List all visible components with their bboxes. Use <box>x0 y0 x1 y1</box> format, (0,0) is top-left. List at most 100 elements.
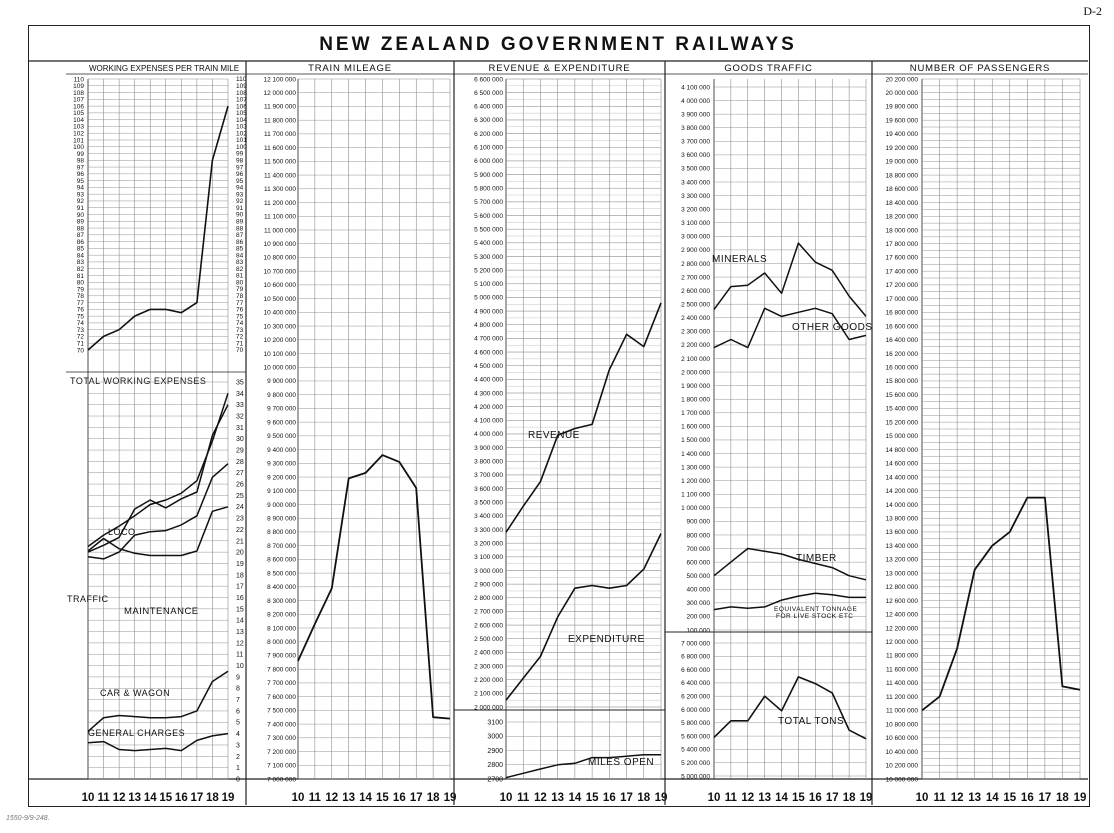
year-label: 16 <box>603 792 616 804</box>
tick-label: 110 <box>74 76 85 83</box>
tick-label: 11 000 000 <box>886 708 918 715</box>
tick-label: 8 000 000 <box>267 639 296 646</box>
tick-label: 2 200 000 <box>681 342 710 349</box>
year-label: 14 <box>144 792 157 804</box>
tick-label: 16 600 000 <box>885 323 918 330</box>
tick-label: 11 <box>236 652 243 659</box>
tick-label: 6 000 000 <box>681 707 710 714</box>
tick-label: 2 200 000 <box>474 677 503 684</box>
tick-label-right: 82 <box>236 266 244 273</box>
year-label: 14 <box>775 792 788 804</box>
label-minerals: MINERALS <box>712 254 767 265</box>
year-label: 12 <box>113 792 126 804</box>
tick-label: 18 000 000 <box>885 227 918 234</box>
tick-label-right: 109 <box>236 83 247 90</box>
tick-label: 17 <box>236 584 244 591</box>
line-other-goods <box>713 307 867 349</box>
tick-label: 105 <box>73 110 84 117</box>
tick-label: 5 400 000 <box>681 747 710 754</box>
tick-label: 7 300 000 <box>267 735 296 742</box>
tick-label: 600 000 <box>687 559 711 566</box>
tick-label: 10 300 000 <box>263 323 296 330</box>
tick-label: 10 600 000 <box>885 735 918 742</box>
tick-label: 15 600 000 <box>885 392 918 399</box>
tick-label: 400 000 <box>687 587 711 594</box>
tick-label: 2 600 000 <box>681 288 710 295</box>
tick-label-right: 92 <box>236 198 244 205</box>
tick-label: 5 400 000 <box>474 240 503 247</box>
tick-label: 4 200 000 <box>474 404 503 411</box>
tick-label: 7 900 000 <box>267 653 296 660</box>
tick-label: 5 200 000 <box>681 760 710 767</box>
tick-label: 32 <box>236 413 244 420</box>
year-label: 13 <box>551 792 564 804</box>
line-car-wagon <box>87 670 229 732</box>
tick-label: 4 900 000 <box>474 308 503 315</box>
label-live-stock-1: EQUIVALENT TONNAGE <box>774 606 857 613</box>
tick-label-right: 90 <box>236 212 244 219</box>
tick-label: 12 100 000 <box>263 76 296 83</box>
tick-label: 10 <box>236 663 244 670</box>
tick-label: 5 100 000 <box>474 281 503 288</box>
tick-label-right: 96 <box>236 171 244 178</box>
tick-label: 10 200 000 <box>263 337 296 344</box>
tick-label: 76 <box>77 307 85 314</box>
tick-label: 27 <box>236 470 244 477</box>
tick-label: 3 800 000 <box>474 459 503 466</box>
tick-label: 5 000 000 <box>681 773 710 780</box>
tick-label: 2 600 000 <box>474 622 503 629</box>
tick-label: 3 400 000 <box>681 179 710 186</box>
tick-label: 10 200 000 <box>885 763 918 770</box>
label-loco: LOCO <box>108 527 136 537</box>
tick-label: 71 <box>77 341 85 348</box>
tick-label: 10 900 000 <box>263 241 296 248</box>
tick-label: 106 <box>73 103 84 110</box>
tick-label-right: 70 <box>236 347 244 354</box>
tick-label: 5 900 000 <box>474 172 503 179</box>
year-label: 15 <box>376 792 389 804</box>
tick-label: 13 000 000 <box>885 570 918 577</box>
tick-label: 16 800 000 <box>885 310 918 317</box>
label-traffic: TRAFFIC <box>67 594 109 604</box>
tick-label-right: 75 <box>236 313 244 320</box>
tick-label: 11 100 000 <box>264 214 296 221</box>
tick-label: 4 100 000 <box>681 84 710 91</box>
year-label: 16 <box>393 792 406 804</box>
tick-label: 11 800 000 <box>264 117 296 124</box>
year-label: 13 <box>128 792 141 804</box>
tick-label: 109 <box>73 83 84 90</box>
year-label: 18 <box>1056 792 1069 804</box>
tick-label-right: 80 <box>236 279 244 286</box>
line-loco <box>87 404 229 553</box>
tick-label: 75 <box>77 313 85 320</box>
tick-label: 4 400 000 <box>474 377 503 384</box>
tick-label: 2 100 000 <box>474 691 503 698</box>
year-label: 13 <box>968 792 981 804</box>
tick-label: 12 200 000 <box>885 625 918 632</box>
tick-label-right: 79 <box>236 286 244 293</box>
tick-label: 1 400 000 <box>681 451 710 458</box>
tick-label: 3 500 000 <box>681 166 710 173</box>
tick-label: 2 500 000 <box>681 301 710 308</box>
label-general-charges: GENERAL CHARGES <box>88 728 185 738</box>
tick-label: 7 700 000 <box>267 680 296 687</box>
tick-label: 2800 <box>487 762 503 769</box>
tick-label: 81 <box>77 273 85 280</box>
tick-label: 85 <box>77 246 85 253</box>
tick-label: 9 <box>236 674 240 681</box>
tick-label-right: 106 <box>236 103 247 110</box>
tick-label: 3 200 000 <box>681 206 710 213</box>
year-label: 13 <box>342 792 355 804</box>
tick-label: 10 800 000 <box>263 255 296 262</box>
tick-label: 2 100 000 <box>681 356 710 363</box>
tick-label: 11 600 000 <box>264 145 296 152</box>
tick-label: 19 200 000 <box>885 145 918 152</box>
tick-label: 11 600 000 <box>886 666 918 673</box>
tick-label: 900 000 <box>687 519 711 526</box>
tick-label: 2700 <box>487 776 503 783</box>
tick-label: 4 700 000 <box>474 336 503 343</box>
line-train-mileage <box>297 454 451 720</box>
tick-label: 12 000 000 <box>885 639 918 646</box>
tick-label: 14 800 000 <box>885 447 918 454</box>
